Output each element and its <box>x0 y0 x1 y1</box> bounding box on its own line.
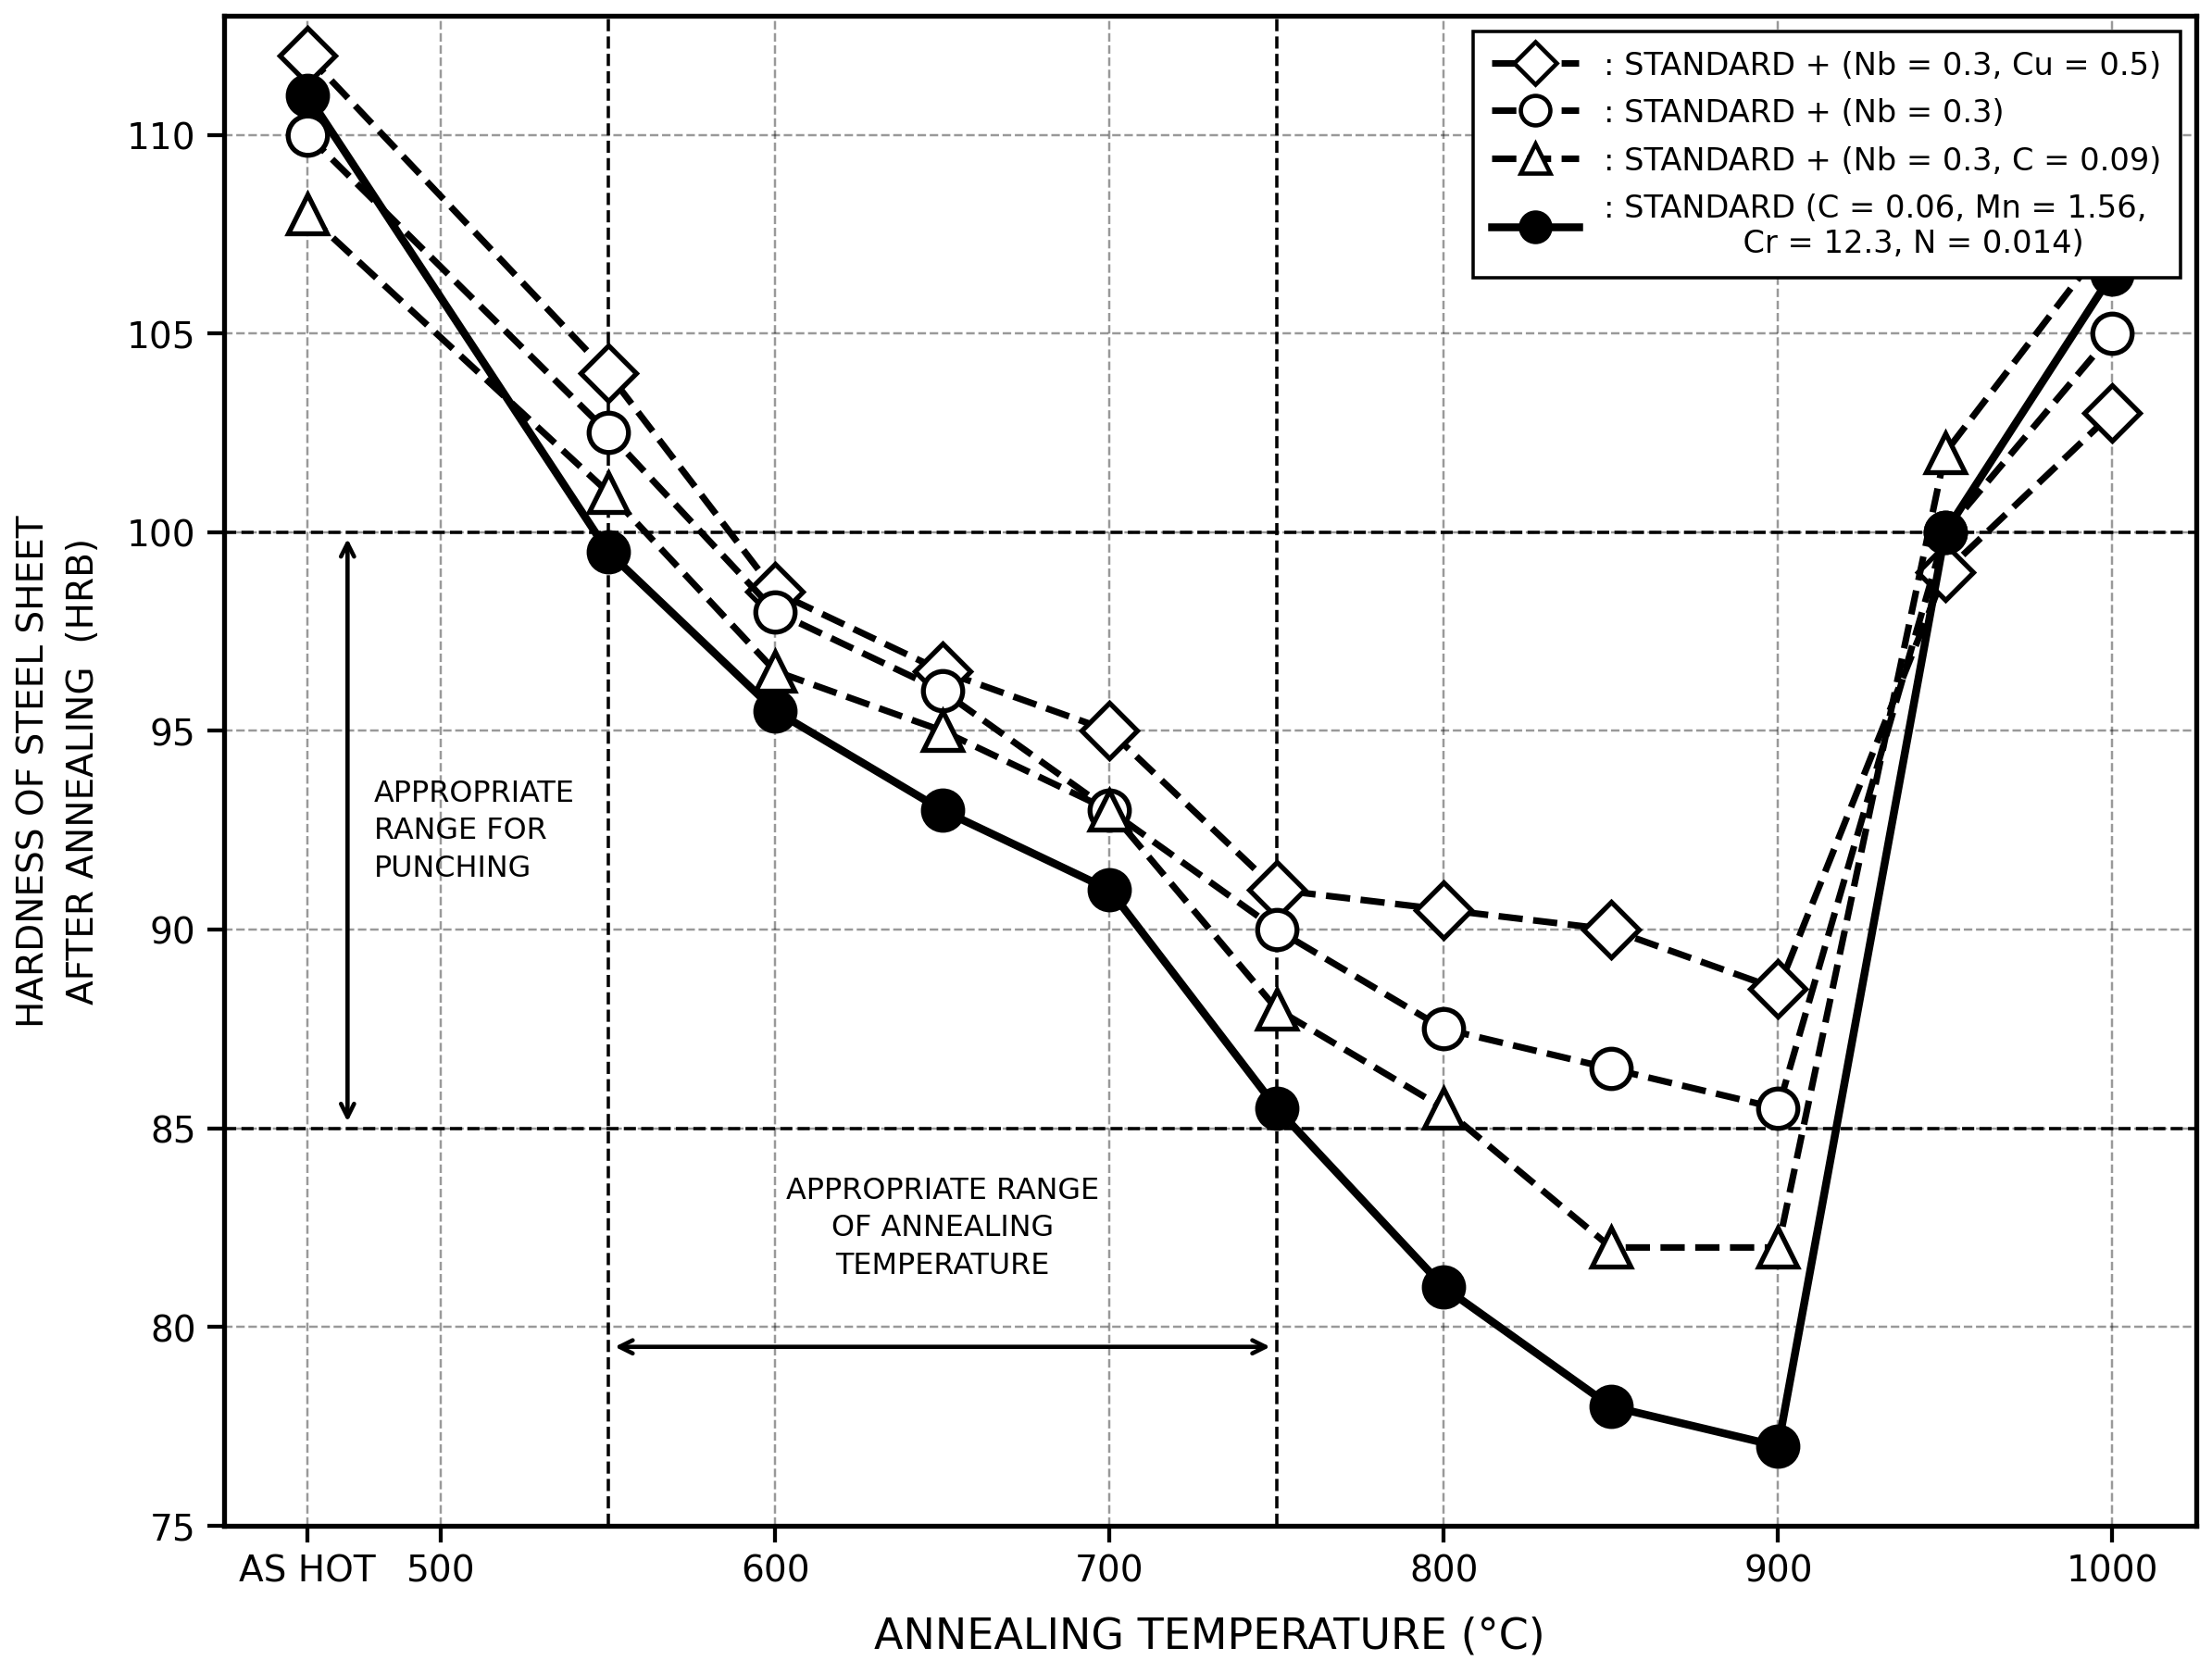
Y-axis label: HARDNESS OF STEEL SHEET
AFTER ANNEALING  (HRB): HARDNESS OF STEEL SHEET AFTER ANNEALING … <box>15 515 100 1027</box>
Text: APPROPRIATE RANGE
OF ANNEALING
TEMPERATURE: APPROPRIATE RANGE OF ANNEALING TEMPERATU… <box>785 1176 1099 1280</box>
X-axis label: ANNEALING TEMPERATURE (°C): ANNEALING TEMPERATURE (°C) <box>874 1614 1546 1656</box>
Text: APPROPRIATE
RANGE FOR
PUNCHING: APPROPRIATE RANGE FOR PUNCHING <box>374 778 575 883</box>
Legend: : STANDARD + (Nb = 0.3, Cu = 0.5), : STANDARD + (Nb = 0.3), : STANDARD + (Nb = 0: : STANDARD + (Nb = 0.3, Cu = 0.5), : STA… <box>1473 32 2181 278</box>
